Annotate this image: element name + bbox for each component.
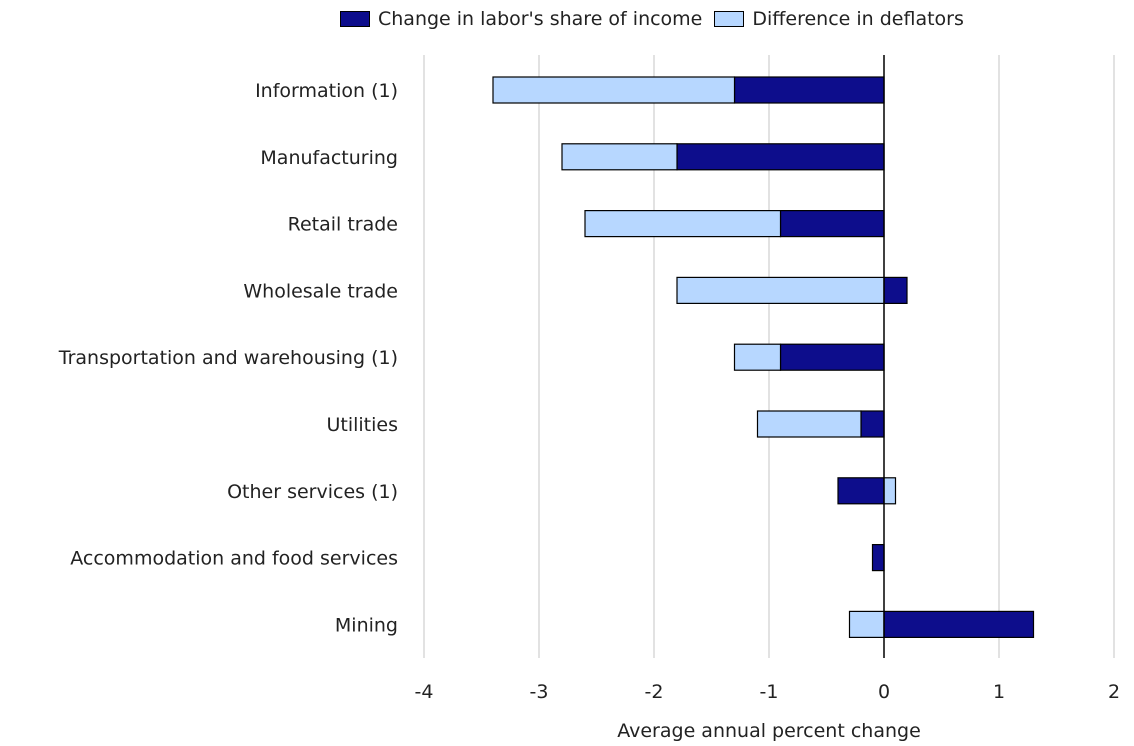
bar-deflators <box>756 410 862 438</box>
bar-labor-share <box>837 477 885 505</box>
category-label: Wholesale trade <box>243 280 398 302</box>
x-tick-label: -1 <box>760 681 779 703</box>
legend-item-deflators: Difference in deflators <box>714 8 964 30</box>
bar-labor-share <box>871 543 885 572</box>
bar-labor-share <box>883 276 908 304</box>
bar-labor-share <box>779 343 885 371</box>
x-axis-title: Average annual percent change <box>617 720 921 742</box>
legend-label-labor-share: Change in labor's share of income <box>378 8 703 30</box>
x-tick-label: -4 <box>415 681 434 703</box>
category-label: Manufacturing <box>260 147 398 169</box>
bar-deflators <box>584 210 782 238</box>
bar-deflators <box>561 143 678 171</box>
category-label: Transportation and warehousing (1) <box>58 347 398 369</box>
legend: Change in labor's share of income Differ… <box>340 8 976 30</box>
bar-deflators <box>848 610 885 639</box>
bar-deflators <box>492 76 736 104</box>
category-label: Utilities <box>326 414 398 436</box>
bar-labor-share <box>676 143 885 171</box>
legend-label-deflators: Difference in deflators <box>752 8 964 30</box>
bar-labor-share <box>860 410 885 438</box>
legend-swatch-labor-share <box>340 11 370 27</box>
category-label: Accommodation and food services <box>70 548 398 570</box>
x-tick-label: -3 <box>530 681 549 703</box>
x-tick-label: 0 <box>878 681 890 703</box>
bar-labor-share <box>733 76 885 104</box>
bar-labor-share <box>779 210 885 238</box>
legend-swatch-deflators <box>714 11 745 27</box>
bars <box>492 76 1035 639</box>
bar-deflators <box>883 477 897 505</box>
x-tick-label: 1 <box>993 681 1005 703</box>
x-tick-label: -2 <box>645 681 664 703</box>
category-label: Information (1) <box>255 80 398 102</box>
bar-deflators <box>676 276 885 304</box>
x-tick-label: 2 <box>1108 681 1120 703</box>
legend-item-labor-share: Change in labor's share of income <box>340 8 702 30</box>
bar-labor-share <box>883 610 1035 639</box>
category-label: Retail trade <box>288 214 398 236</box>
labels: -4 -3 -2 -1 0 1 2 Information (1) Manufacturing R… <box>58 80 1120 742</box>
category-label: Mining <box>335 614 398 636</box>
bar-deflators <box>733 343 782 371</box>
category-label: Other services (1) <box>227 481 398 503</box>
